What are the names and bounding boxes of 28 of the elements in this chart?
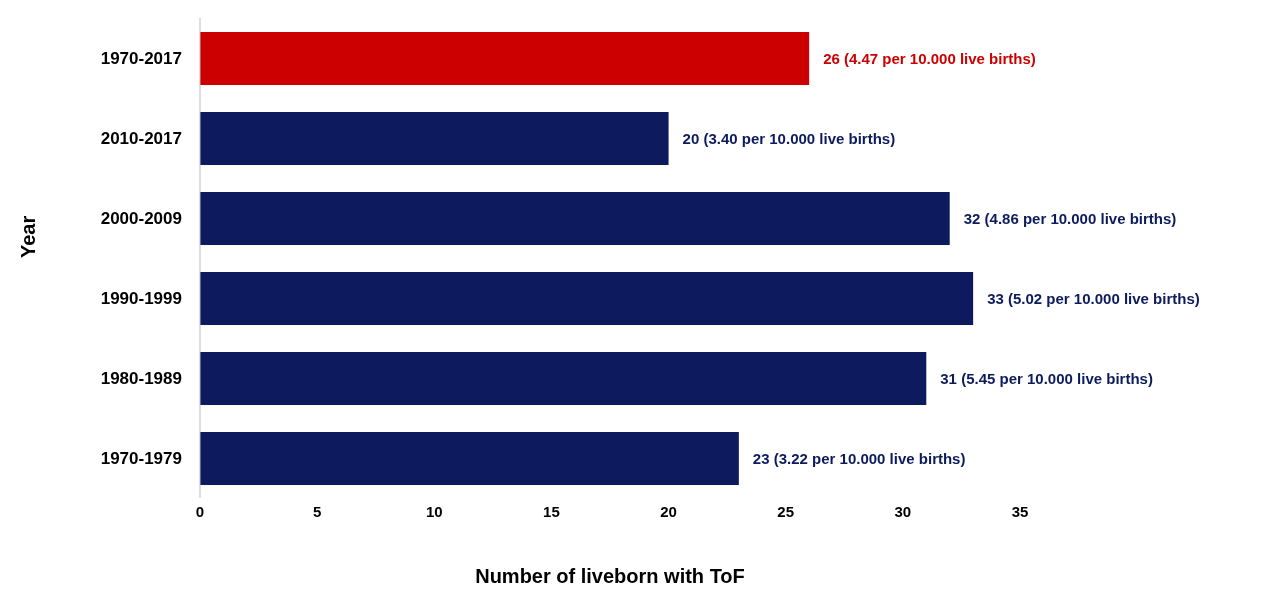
bar [200, 192, 950, 245]
y-tick-label: 2010-2017 [100, 129, 182, 149]
data-label: 26 (4.47 per 10.000 live births) [823, 50, 1036, 67]
x-tick-label: 0 [195, 502, 205, 520]
data-label: 20 (3.40 per 10.000 live births) [682, 130, 896, 147]
x-tick-label: 25 [777, 502, 795, 520]
data-label: 31 (5.45 per 10.000 live births) [940, 370, 1153, 387]
x-tick-label: 30 [894, 502, 912, 520]
x-tick-label: 10 [425, 502, 443, 520]
y-tick-label: 1970-2017 [100, 49, 182, 69]
bar [200, 432, 739, 485]
data-label: 32 (4.86 per 10.000 live births) [963, 210, 1177, 227]
bar [200, 112, 669, 165]
y-axis-title: Year [17, 215, 40, 258]
y-tick-label: 1980-1989 [100, 369, 182, 389]
data-label: 33 (5.02 per 10.000 live births) [987, 290, 1200, 307]
bar [200, 32, 810, 85]
y-tick-label: 1970-1979 [100, 449, 182, 469]
bar [200, 272, 974, 325]
x-tick-label: 5 [312, 502, 322, 520]
x-tick-label: 20 [660, 502, 677, 520]
y-tick-label: 1990-1999 [100, 289, 182, 309]
x-axis-title: Number of liveborn with ToF [475, 565, 745, 587]
data-label: 23 (3.22 per 10.000 live births) [752, 450, 966, 467]
x-tick-label: 35 [1011, 502, 1029, 520]
x-tick-label: 15 [543, 502, 560, 520]
bar [200, 352, 927, 405]
y-tick-label: 2000-2009 [100, 209, 182, 229]
